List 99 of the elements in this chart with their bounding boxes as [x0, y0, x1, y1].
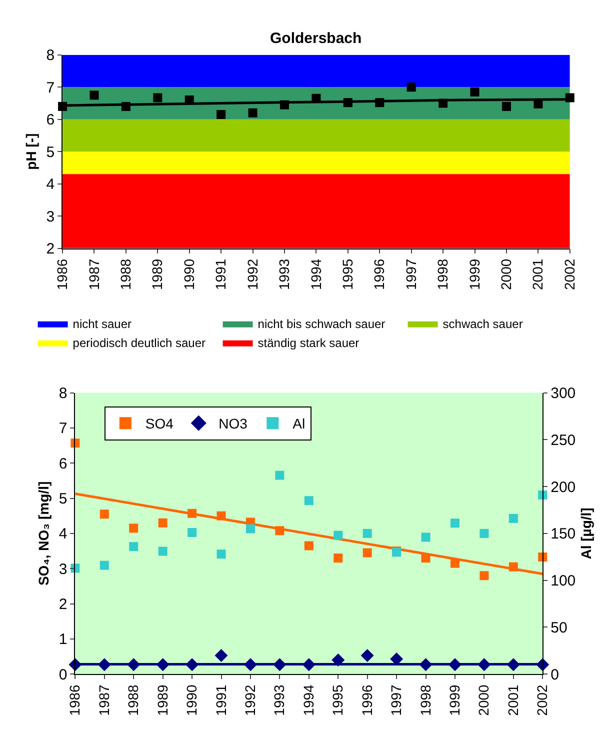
x-tick-label: 1989: [154, 684, 170, 716]
legend-label: schwach sauer: [442, 317, 523, 331]
point: [480, 571, 489, 580]
point: [246, 524, 255, 534]
y2-tick-label: 150: [550, 526, 576, 543]
point: [406, 82, 416, 92]
y-tick-label: 3: [46, 208, 55, 226]
x-tick-label: 1994: [308, 258, 324, 290]
legend-label: SO4: [145, 416, 174, 432]
legend-label: ständig stark sauer: [258, 336, 360, 350]
y2-tick-label: 50: [550, 619, 568, 636]
point: [158, 518, 168, 528]
legend-label: periodisch deutlich sauer: [72, 336, 206, 350]
x-tick-label: 2000: [498, 258, 514, 290]
x-tick-label: 2001: [530, 258, 546, 290]
point: [304, 496, 314, 506]
x-tick-label: 1995: [339, 258, 356, 290]
x-tick-label: 1994: [300, 684, 316, 716]
y-tick-label: 5: [58, 490, 68, 508]
y-axis-title: SO₄, NO₃ [mg/l]: [35, 481, 52, 586]
x-tick-label: 1987: [86, 258, 102, 290]
x-tick-label: 1992: [244, 258, 260, 290]
x-tick-label: 1988: [118, 258, 134, 290]
point: [304, 541, 314, 550]
y2-tick-label: 250: [550, 432, 576, 449]
y-tick-label: 7: [46, 79, 55, 96]
x-tick-label: 1987: [96, 684, 112, 716]
point: [360, 648, 374, 662]
y-tick-label: 7: [58, 420, 68, 438]
y-tick-label: 5: [46, 144, 55, 161]
point: [100, 560, 109, 570]
point: [129, 542, 138, 552]
x-tick-label: 2002: [561, 258, 578, 290]
legend-label: nicht bis schwach sauer: [258, 317, 386, 331]
point: [188, 528, 197, 538]
x-tick-label: 1986: [54, 258, 70, 290]
point: [450, 518, 460, 528]
y-tick-label: 4: [58, 526, 68, 543]
x-tick-label: 2001: [504, 684, 521, 716]
x-tick-label: 1996: [358, 684, 375, 716]
x-tick-label: 1989: [149, 258, 166, 290]
point: [480, 528, 489, 538]
chart-title: Goldersbach: [270, 30, 362, 47]
y-tick-label: 8: [58, 385, 68, 402]
y-tick-label: 0: [58, 666, 68, 684]
x-tick-label: 1997: [388, 684, 404, 716]
y-tick-label: 6: [58, 455, 68, 472]
point: [158, 546, 168, 556]
x-tick-label: 1996: [371, 258, 388, 290]
x-tick-label: 1999: [466, 258, 482, 290]
legend-label: NO3: [218, 416, 248, 432]
point: [421, 532, 430, 542]
x-tick-label: 1998: [434, 258, 451, 290]
x-tick-label: 1995: [330, 684, 346, 716]
point: [248, 108, 258, 118]
point: [214, 648, 228, 662]
point: [216, 110, 226, 120]
x-tick-label: 1990: [184, 684, 200, 716]
x-tick-label: 1988: [125, 684, 142, 716]
point: [275, 470, 284, 480]
point: [334, 554, 343, 563]
x-tick-label: 1993: [271, 684, 288, 716]
point: [502, 102, 511, 111]
point: [216, 550, 226, 559]
x-tick-label: 1986: [66, 684, 83, 716]
point: [508, 514, 518, 523]
y2-tick-label: 100: [550, 572, 576, 590]
x-tick-label: 1991: [212, 258, 229, 290]
point: [362, 548, 372, 558]
x-tick-label: 1999: [446, 684, 463, 716]
x-tick-label: 2002: [534, 684, 550, 716]
x-tick-label: 1993: [276, 258, 292, 290]
y-tick-label: 4: [46, 176, 55, 194]
point: [470, 87, 480, 96]
point: [90, 90, 99, 100]
y2-tick-label: 200: [550, 478, 576, 496]
y2-tick-label: 300: [550, 385, 576, 402]
y2-axis-title: Al [µg/l]: [578, 508, 594, 560]
x-tick-label: 1991: [212, 684, 229, 716]
x-tick-label: 1997: [402, 258, 419, 290]
legend-label: Al: [292, 416, 306, 432]
point: [362, 528, 372, 538]
y-tick-label: 8: [46, 47, 55, 64]
point: [334, 530, 343, 540]
point: [153, 93, 162, 102]
x-tick-label: 1992: [242, 684, 258, 716]
point: [129, 524, 138, 533]
x-tick-label: 1998: [417, 684, 434, 716]
x-tick-label: 2000: [476, 684, 492, 716]
y-tick-label: 3: [58, 560, 68, 578]
legend-label: nicht sauer: [72, 317, 132, 331]
y-tick-label: 2: [58, 596, 68, 614]
y-axis-title: pH [-]: [22, 133, 39, 170]
y-tick-label: 6: [46, 112, 55, 129]
y2-tick-label: 0: [550, 666, 559, 684]
y-tick-label: 2: [46, 240, 55, 258]
point: [100, 510, 109, 519]
x-tick-label: 1990: [180, 258, 197, 290]
y-tick-label: 1: [58, 631, 68, 648]
